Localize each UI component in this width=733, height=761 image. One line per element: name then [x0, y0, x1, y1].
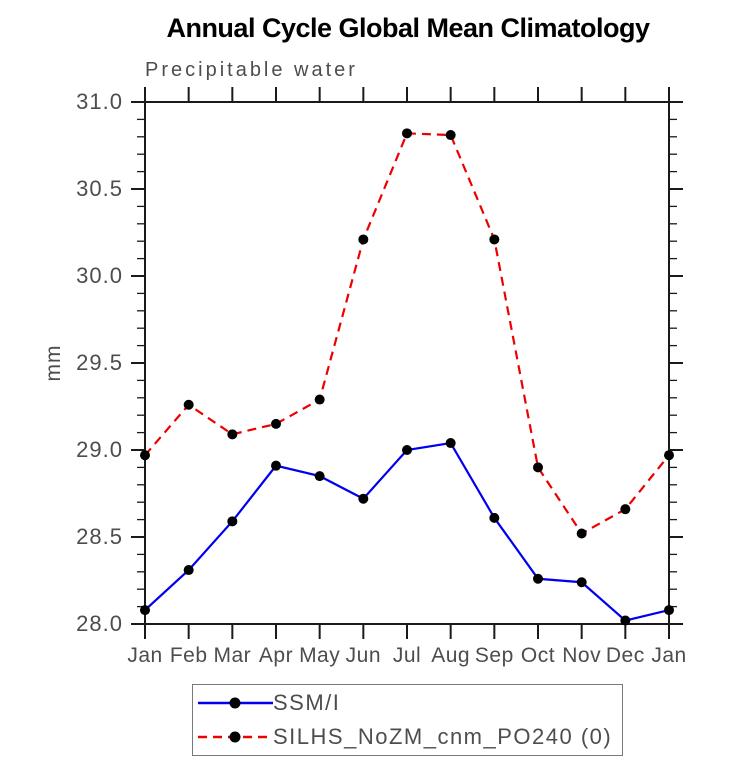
x-tick-label: May: [299, 644, 340, 667]
data-point-ssmi: [314, 471, 325, 482]
data-point-ssmi: [271, 460, 281, 471]
y-tick-label: 30.5: [76, 176, 123, 201]
y-axis-label: mm: [42, 345, 65, 382]
data-point-silhs: [227, 429, 238, 440]
y-tick-label: 28.5: [76, 524, 123, 549]
y-tick-label: 28.0: [76, 611, 123, 636]
x-tick-label: Oct: [521, 644, 555, 667]
x-tick-label: Jan: [127, 644, 162, 667]
data-point-ssmi: [533, 573, 543, 584]
data-point-silhs: [533, 462, 543, 473]
legend-label-silhs: SILHS_NoZM_cnm_PO240 (0): [273, 723, 613, 749]
series-line-silhs: [144, 132, 670, 535]
series-line-ssmi: [144, 441, 670, 622]
legend-box: SSM/I SILHS_NoZM_cnm_PO240 (0): [192, 684, 623, 756]
x-tick-label: Jan: [651, 644, 686, 667]
legend-item-ssmi: SSM/I: [193, 688, 622, 718]
legend-marker-icon: [229, 697, 241, 709]
data-point-silhs: [358, 234, 369, 245]
data-point-silhs: [489, 234, 500, 245]
data-point-ssmi: [445, 438, 456, 449]
data-point-ssmi: [664, 605, 674, 616]
y-tick-label: 31.0: [76, 89, 123, 114]
x-tick-label: Apr: [259, 644, 293, 667]
x-tick-label: Aug: [431, 644, 470, 667]
data-point-ssmi: [576, 577, 587, 588]
x-tick-label: Jul: [393, 644, 421, 667]
data-point-ssmi: [140, 605, 150, 616]
x-tick-label: Nov: [562, 644, 601, 667]
y-tick-label: 29.5: [76, 350, 123, 375]
data-point-ssmi: [489, 512, 500, 523]
x-tick-label: Jun: [346, 644, 381, 667]
legend-label-ssmi: SSM/I: [273, 690, 341, 716]
data-point-silhs: [576, 528, 587, 539]
legend-marker-icon: [229, 731, 241, 743]
data-point-silhs: [183, 399, 194, 410]
data-point-silhs: [445, 130, 456, 141]
data-point-silhs: [140, 450, 150, 461]
data-point-silhs: [271, 418, 281, 429]
data-point-silhs: [620, 504, 631, 515]
y-tick-label: 29.0: [76, 437, 123, 462]
data-point-silhs: [402, 128, 412, 139]
data-point-silhs: [314, 394, 325, 405]
chart-subtitle: Precipitable water: [145, 59, 358, 81]
x-tick-label: Dec: [606, 644, 645, 667]
data-point-ssmi: [402, 445, 412, 455]
axis-frame: [144, 101, 670, 625]
data-point-ssmi: [620, 615, 631, 626]
y-tick-label: 30.0: [76, 263, 123, 288]
legend-sample-silhs: [198, 731, 273, 743]
legend-item-silhs: SILHS_NoZM_cnm_PO240 (0): [193, 722, 622, 752]
x-tick-label: Sep: [475, 644, 514, 667]
data-point-ssmi: [183, 565, 194, 576]
legend-sample-ssmi: [198, 697, 273, 709]
chart-title: Annual Cycle Global Mean Climatology: [166, 13, 650, 43]
data-point-silhs: [664, 450, 674, 461]
data-point-ssmi: [227, 516, 238, 527]
x-tick-label: Feb: [170, 644, 208, 667]
x-tick-label: Mar: [213, 644, 251, 667]
data-point-ssmi: [358, 493, 369, 504]
